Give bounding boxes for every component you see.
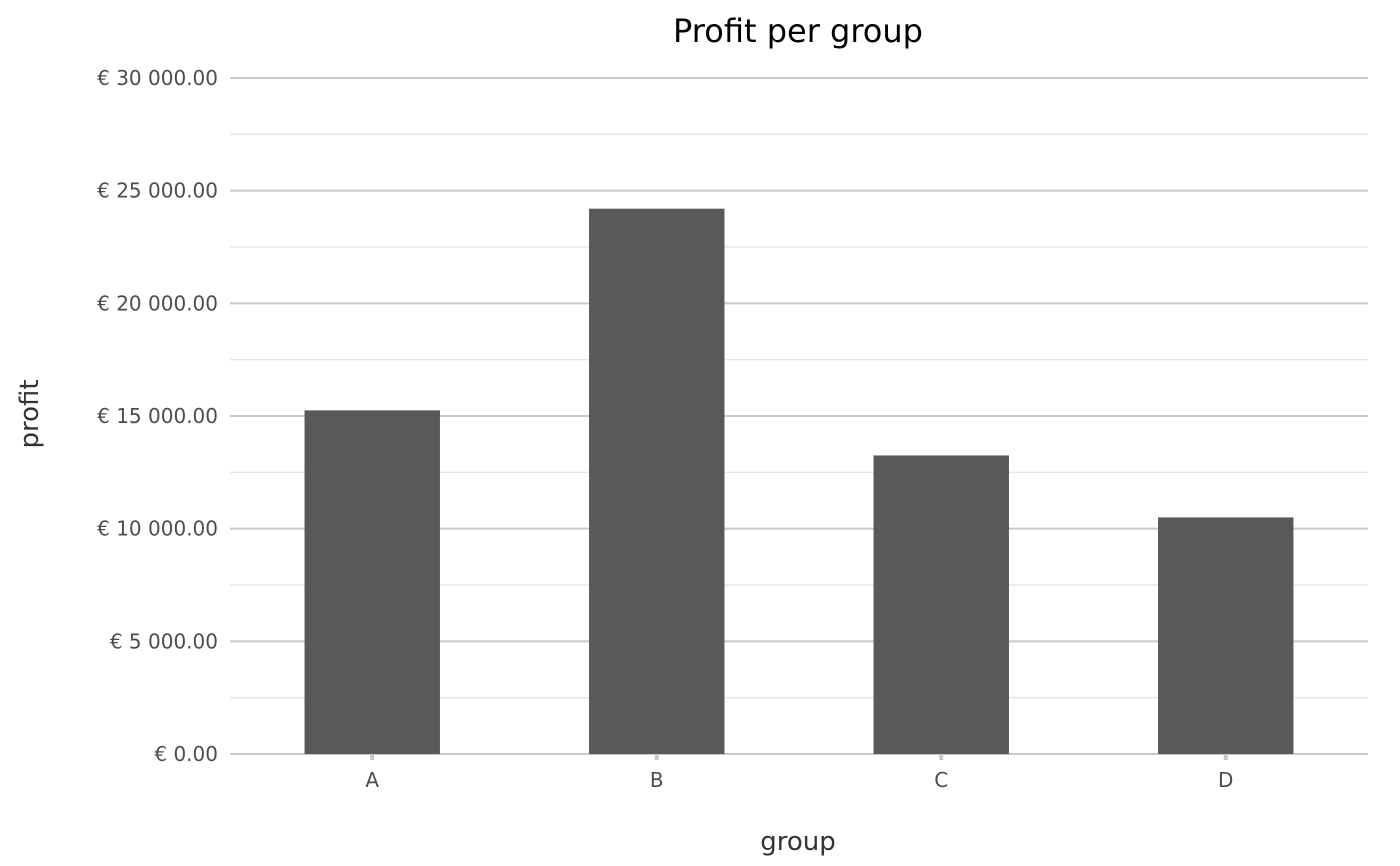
x-tick-label: D [1218,768,1233,792]
x-tick-label: C [934,768,948,792]
bar-b [589,208,725,754]
bar-c [873,455,1009,754]
bar-d [1158,517,1294,754]
bars [304,208,1294,754]
y-tick-label: € 5 000.00 [110,629,218,653]
y-axis-title: profit [15,379,45,448]
y-tick-label: € 0.00 [154,742,218,766]
y-tick-label: € 30 000.00 [97,66,218,90]
bar-a [304,410,440,754]
y-tick-label: € 25 000.00 [97,179,218,203]
y-tick-label: € 20 000.00 [97,291,218,315]
x-tick-label: A [365,768,379,792]
x-tick-label: B [650,768,664,792]
x-axis-title: group [760,827,836,857]
chart-title: Profit per group [673,12,923,50]
y-tick-label: € 15 000.00 [97,404,218,428]
axis-ticks: € 0.00 € 5 000.00 € 10 000.00 € 15 000.00 € … [97,66,1233,792]
y-tick-label: € 10 000.00 [97,517,218,541]
